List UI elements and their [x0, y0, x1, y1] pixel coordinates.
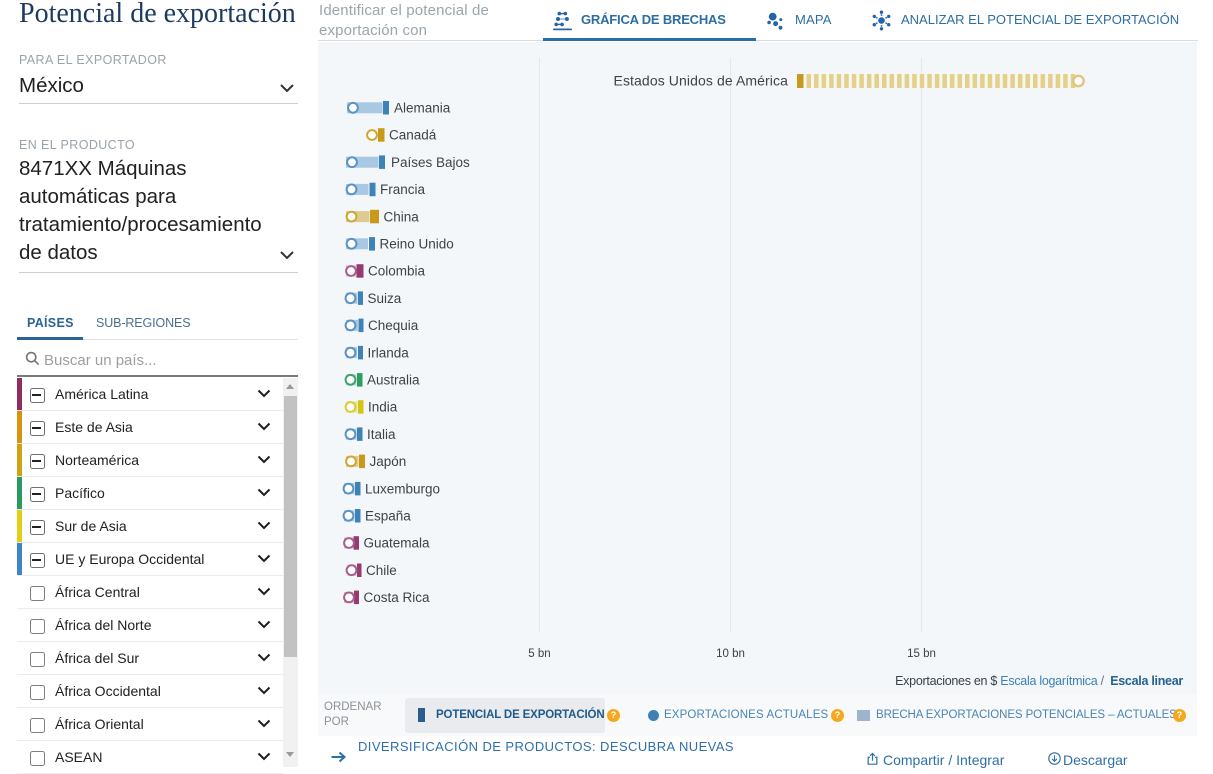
- svg-text:Italia: Italia: [367, 427, 396, 442]
- svg-text:Países Bajos: Países Bajos: [391, 155, 470, 170]
- svg-text:España: España: [365, 509, 411, 524]
- svg-text:Colombia: Colombia: [368, 264, 426, 279]
- svg-text:5 bn: 5 bn: [528, 648, 550, 660]
- svg-text:Costa Rica: Costa Rica: [364, 590, 431, 605]
- svg-text:10 bn: 10 bn: [716, 648, 745, 660]
- svg-text:15 bn: 15 bn: [907, 648, 936, 660]
- svg-text:Luxemburgo: Luxemburgo: [365, 481, 440, 496]
- svg-text:Alemania: Alemania: [394, 101, 451, 116]
- svg-text:China: China: [384, 209, 420, 224]
- svg-text:Japón: Japón: [370, 454, 407, 469]
- svg-text:Guatemala: Guatemala: [364, 536, 431, 551]
- svg-text:Canadá: Canadá: [389, 128, 437, 143]
- svg-text:Chile: Chile: [366, 563, 397, 578]
- svg-text:Suiza: Suiza: [368, 291, 402, 306]
- svg-text:Irlanda: Irlanda: [368, 345, 410, 360]
- svg-text:India: India: [368, 400, 398, 415]
- svg-text:Chequia: Chequia: [368, 318, 419, 333]
- svg-text:Australia: Australia: [367, 373, 420, 388]
- svg-text:Estados Unidos de América: Estados Unidos de América: [614, 73, 789, 89]
- svg-text:Francia: Francia: [380, 182, 426, 197]
- svg-text:Reino Unido: Reino Unido: [380, 237, 454, 252]
